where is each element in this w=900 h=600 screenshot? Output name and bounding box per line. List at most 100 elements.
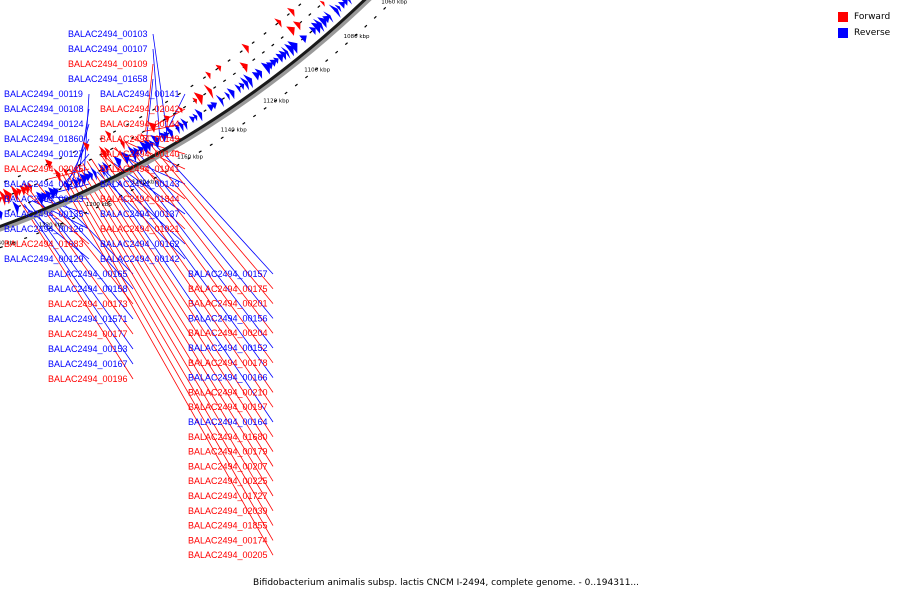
gene-label[interactable]: BALAC2494_00153 (48, 344, 128, 354)
reverse-gene (158, 132, 168, 143)
gene-label[interactable]: BALAC2494_00142 (100, 254, 180, 264)
gene-label[interactable]: BALAC2494_00225 (188, 476, 268, 486)
gene-label[interactable]: BALAC2494_00175 (188, 284, 268, 294)
forward-gene (163, 115, 170, 123)
reverse-gene (341, 0, 348, 6)
reverse-gene (83, 173, 92, 182)
leader-line (65, 138, 90, 187)
forward-gene (53, 167, 61, 183)
gene-label[interactable]: BALAC2494_00123 (4, 194, 84, 204)
gene-label[interactable]: BALAC2494_00129 (4, 254, 84, 264)
forward-gene (286, 26, 295, 36)
gene-label[interactable]: BALAC2494_00156 (188, 313, 268, 323)
reverse-gene (273, 57, 279, 64)
gene-label[interactable]: BALAC2494_02042 (100, 104, 180, 114)
gene-label[interactable]: BALAC2494_01680 (188, 432, 268, 442)
gene-label[interactable]: BALAC2494_00197 (188, 402, 268, 412)
forward-gene (319, 0, 325, 7)
gene-label[interactable]: BALAC2494_02039 (188, 506, 268, 516)
gene-label[interactable]: BALAC2494_01941 (100, 164, 180, 174)
forward-gene (104, 130, 111, 141)
gene-label[interactable]: BALAC2494_00204 (188, 328, 268, 338)
gene-label[interactable]: BALAC2494_00126 (4, 224, 84, 234)
gene-label[interactable]: BALAC2494_00108 (4, 104, 84, 114)
gene-label[interactable]: BALAC2494_01658 (68, 74, 148, 84)
reverse-gene (71, 177, 78, 189)
gene-label[interactable]: BALAC2494_00107 (68, 44, 148, 54)
gene-label[interactable]: BALAC2494_00196 (48, 374, 128, 384)
gene-label[interactable]: BALAC2494_00119 (4, 89, 83, 99)
legend-reverse: Reverse (838, 25, 890, 41)
gene-label[interactable]: BALAC2494_00177 (48, 329, 128, 339)
leader-line (91, 158, 274, 438)
gene-label[interactable]: BALAC2494_01855 (188, 521, 268, 531)
gene-label[interactable]: BALAC2494_00137 (100, 209, 180, 219)
leader-line (83, 93, 90, 179)
gene-label[interactable]: BALAC2494_00179 (188, 447, 268, 457)
gene-label[interactable]: BALAC2494_01921 (100, 224, 180, 234)
forward-gene (274, 18, 282, 28)
leader-line (105, 151, 274, 393)
forward-gene (19, 184, 27, 196)
reverse-gene (226, 88, 235, 100)
reverse-gene (150, 134, 160, 149)
gene-label[interactable]: BALAC2494_00166 (188, 373, 268, 383)
gene-label[interactable]: BALAC2494_00164 (188, 417, 268, 427)
gene-label[interactable]: BALAC2494_00149 (100, 134, 180, 144)
reverse-gene (113, 156, 122, 169)
reverse-gene (275, 53, 284, 63)
gene-label[interactable]: BALAC2494_00210 (188, 387, 268, 397)
gene-label[interactable]: BALAC2494_02045 (4, 164, 84, 174)
reverse-gene (243, 74, 253, 89)
genome-backbone (0, 0, 367, 228)
gene-label[interactable]: BALAC2494_00178 (188, 358, 268, 368)
gene-label[interactable]: BALAC2494_00201 (188, 299, 268, 309)
gene-label[interactable]: BALAC2494_01860 (4, 134, 84, 144)
gene-label[interactable]: BALAC2494_00144 (100, 119, 180, 129)
reverse-gene (0, 210, 3, 221)
gene-label[interactable]: BALAC2494_00135 (4, 209, 84, 219)
gene-label[interactable]: BALAC2494_00207 (188, 461, 268, 471)
gene-label[interactable]: BALAC2494_00152 (188, 343, 268, 353)
gene-label[interactable]: BALAC2494_01844 (100, 194, 180, 204)
scale-label: 1140 kbp (221, 128, 247, 134)
gene-label[interactable]: BALAC2494_00124 (4, 119, 84, 129)
reverse-gene (180, 118, 188, 131)
gene-label[interactable]: BALAC2494_00167 (48, 359, 128, 369)
gene-label[interactable]: BALAC2494_01571 (48, 314, 128, 324)
forward-gene (23, 182, 30, 195)
forward-gene (292, 21, 301, 31)
reverse-gene (163, 131, 169, 139)
gene-label[interactable]: BALAC2494_00127 (4, 149, 84, 159)
reverse-gene (173, 123, 180, 135)
gene-label[interactable]: BALAC2494_00162 (100, 239, 180, 249)
gene-label[interactable]: BALAC2494_01727 (188, 491, 268, 501)
leader-line (135, 135, 274, 304)
gene-label[interactable]: BALAC2494_00174 (188, 535, 268, 545)
forward-gene (2, 188, 13, 205)
reverse-swatch (838, 28, 848, 38)
gene-label[interactable]: BALAC2494_00157 (188, 269, 268, 279)
gene-label[interactable]: BALAC2494_01683 (4, 239, 84, 249)
leader-line (152, 142, 274, 275)
scale-label: 1160 kbp (177, 155, 203, 161)
gene-label[interactable]: BALAC2494_00141 (100, 89, 180, 99)
leader-line (100, 154, 274, 408)
reverse-gene (12, 200, 20, 215)
gene-label[interactable]: BALAC2494_00158 (48, 284, 128, 294)
gene-label[interactable]: BALAC2494_00140 (100, 149, 180, 159)
gene-label[interactable]: BALAC2494_00173 (48, 299, 128, 309)
reverse-gene (347, 0, 352, 5)
gene-label[interactable]: BALAC2494_00165 (48, 269, 128, 279)
gene-label[interactable]: BALAC2494_00109 (68, 59, 148, 69)
leader-line (61, 172, 274, 541)
leader-line (69, 169, 274, 512)
forward-gene (0, 196, 2, 203)
gene-label[interactable]: BALAC2494_00205 (188, 550, 268, 560)
gene-label[interactable]: BALAC2494_00130 (4, 179, 84, 189)
leader-line (86, 160, 274, 452)
reverse-gene (215, 94, 224, 108)
reverse-gene (323, 11, 334, 23)
gene-label[interactable]: BALAC2494_00143 (100, 179, 180, 189)
gene-label[interactable]: BALAC2494_00103 (68, 29, 148, 39)
